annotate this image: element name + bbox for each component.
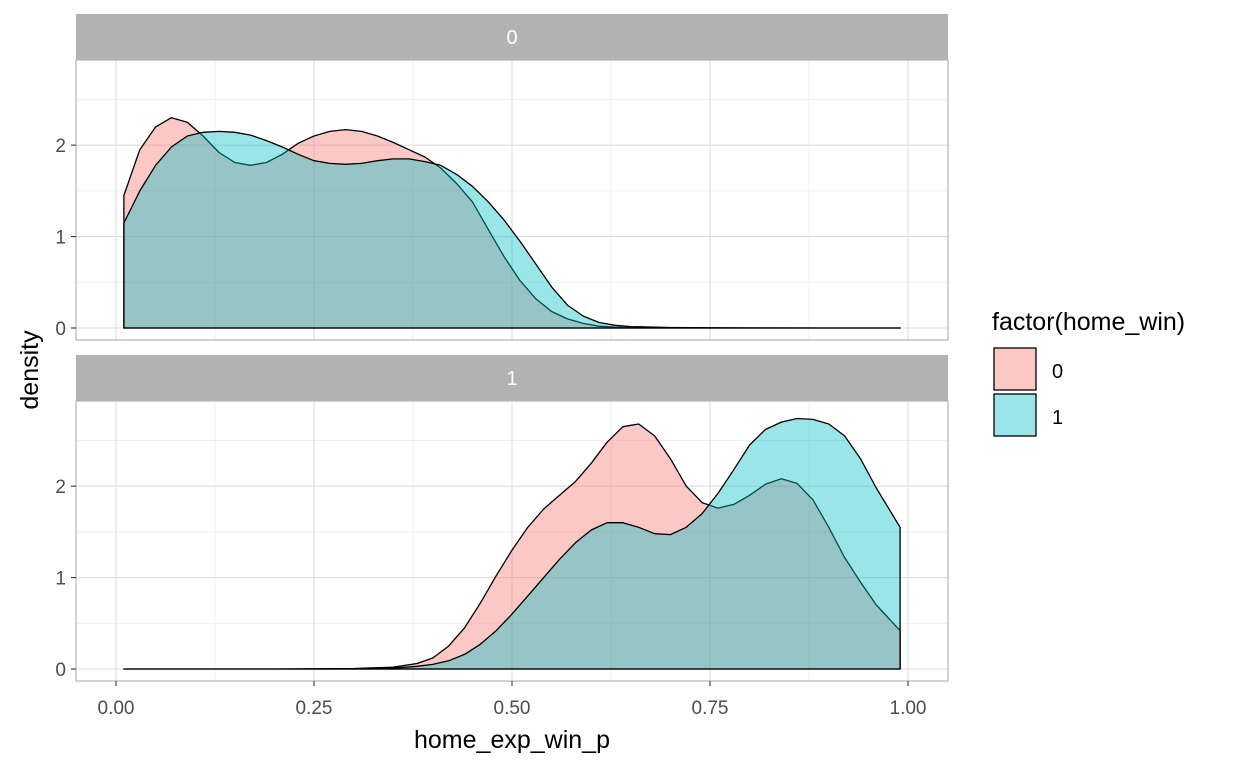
facet-panel-1: 1 0 1 2 xyxy=(55,355,949,682)
y-tick-label: 1 xyxy=(55,228,66,249)
facet-strip-1-label: 1 xyxy=(506,368,517,390)
x-tick-label: 0.50 xyxy=(494,698,531,719)
density-area-series-0 xyxy=(123,423,901,670)
y-tick-label: 2 xyxy=(55,136,66,157)
legend-item-0: 0 xyxy=(993,347,1063,391)
density-area-series-1 xyxy=(123,130,901,329)
y-tick-label: 0 xyxy=(55,660,66,681)
y-tick-label: 1 xyxy=(55,569,66,590)
x-tick-label: 1.00 xyxy=(890,698,927,719)
density-areas-1 xyxy=(123,417,901,670)
legend: factor(home_win) 0 1 xyxy=(992,308,1185,437)
x-axis-title: home_exp_win_p xyxy=(414,726,610,754)
legend-key-1 xyxy=(993,393,1037,437)
legend-item-1: 1 xyxy=(993,393,1063,437)
y-axis-ticks-0: 0 1 2 xyxy=(55,136,76,340)
legend-label-1: 1 xyxy=(1052,407,1063,429)
y-tick-label: 0 xyxy=(55,319,66,340)
x-axis-ticks: 0.00 0.25 0.50 0.75 1.00 xyxy=(98,681,927,719)
y-axis-ticks-1: 0 1 2 xyxy=(55,477,76,681)
legend-label-0: 0 xyxy=(1052,361,1063,383)
density-area-series-0 xyxy=(123,117,901,329)
y-tick-label: 2 xyxy=(55,477,66,498)
facet-strip-0-label: 0 xyxy=(506,27,517,49)
panel-border-0 xyxy=(75,59,949,341)
facet-strip-0 xyxy=(76,14,948,60)
gridlines-0 xyxy=(76,60,948,340)
facet-panel-0: 0 0 1 2 xyxy=(55,14,949,341)
x-tick-label: 0.25 xyxy=(296,698,333,719)
x-tick-label: 0.75 xyxy=(692,698,729,719)
density-area-series-1 xyxy=(123,417,901,670)
density-areas-0 xyxy=(123,117,901,329)
x-tick-label: 0.00 xyxy=(98,698,135,719)
facet-strip-1 xyxy=(76,355,948,401)
y-axis-title: density xyxy=(16,330,44,410)
legend-key-0 xyxy=(993,347,1037,391)
legend-title: factor(home_win) xyxy=(992,308,1185,336)
